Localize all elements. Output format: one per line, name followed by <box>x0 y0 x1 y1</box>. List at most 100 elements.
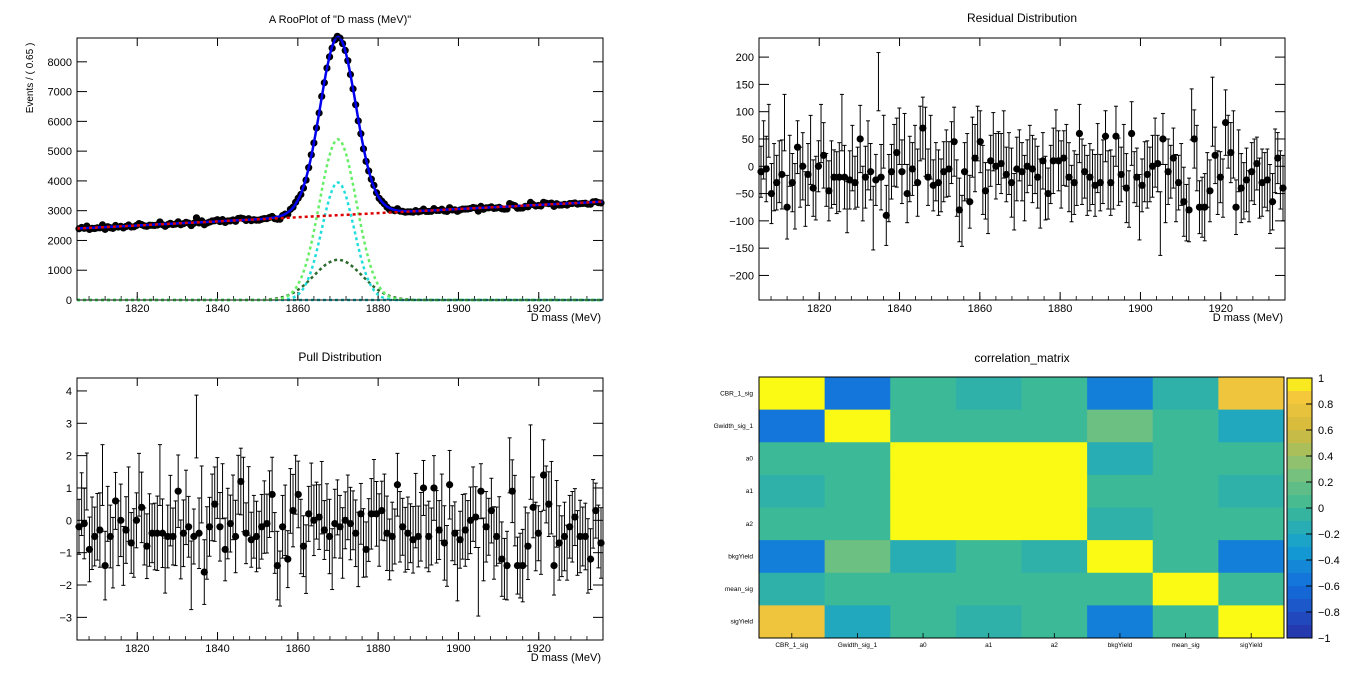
colorbar-tick-label: 0.8 <box>1318 399 1333 411</box>
corr-cell <box>890 409 957 443</box>
residual-point <box>1221 119 1230 127</box>
pull-point <box>185 523 193 531</box>
residual-frame <box>758 37 1286 301</box>
residual-point <box>1086 173 1094 181</box>
residual-point <box>903 189 911 198</box>
pull-point <box>299 542 308 550</box>
corr-cell <box>955 474 1022 508</box>
pull-point <box>419 484 428 492</box>
residual-point <box>825 187 833 195</box>
residual-point <box>1195 203 1204 211</box>
residual-point <box>851 179 859 187</box>
pull-ytick-label: −1 <box>59 548 72 560</box>
corr-cell <box>824 572 891 606</box>
fit-frame <box>76 37 604 301</box>
pull-point <box>492 532 501 541</box>
residual-point <box>971 154 979 162</box>
pull-point <box>85 545 94 554</box>
fit-ytick-label: 6000 <box>48 116 72 128</box>
colorbar-segment <box>1287 482 1312 496</box>
pull-point <box>138 503 146 511</box>
pull-point <box>425 532 433 541</box>
pull-point <box>294 490 302 499</box>
residual-point <box>1133 173 1141 181</box>
corr-cell <box>759 540 826 574</box>
pull-point <box>310 516 318 524</box>
pull-point <box>174 487 182 495</box>
residual-point <box>799 162 807 170</box>
pull-point <box>221 545 229 554</box>
residual-point <box>1253 159 1261 168</box>
colorbar-tick-label: −0.2 <box>1318 529 1340 541</box>
colorbar-tick-label: −0.4 <box>1318 555 1340 567</box>
corr-ylabel: sigYield <box>730 619 753 626</box>
corr-cell <box>1087 377 1154 411</box>
residual-point <box>1143 170 1151 179</box>
pull-xtick-label: 1840 <box>205 643 229 655</box>
pull-point <box>91 532 99 541</box>
pull-point <box>378 507 386 515</box>
pull-point <box>534 529 542 537</box>
residual-point <box>898 168 906 176</box>
pull-title: Pull Distribution <box>298 350 381 364</box>
corr-cell <box>1152 540 1219 574</box>
residual-xtick-label: 1920 <box>1209 303 1233 315</box>
residual-point <box>1075 129 1084 138</box>
pull-point <box>226 519 234 528</box>
pull-point <box>539 471 548 479</box>
pull-point <box>383 529 391 537</box>
fit-ytick-label: 5000 <box>48 146 72 158</box>
corr-cell <box>890 605 957 639</box>
residual-point <box>1248 168 1256 176</box>
pull-point <box>451 529 459 537</box>
pull-point <box>346 519 355 528</box>
residual-ytick-label: −200 <box>729 270 754 282</box>
residual-xtick-label: 1900 <box>1128 303 1152 315</box>
colorbar-segment <box>1287 469 1312 483</box>
residual-xtick-label: 1820 <box>807 303 831 315</box>
residual-point <box>1201 203 1209 211</box>
corr-cell <box>1152 442 1219 476</box>
residual-point <box>1138 181 1146 189</box>
pull-point <box>508 487 516 495</box>
residual-point <box>945 165 953 173</box>
colorbar-tick-label: 0.2 <box>1318 477 1333 489</box>
pull-point <box>132 516 141 524</box>
corr-cell <box>1218 442 1285 476</box>
residual-point <box>1070 179 1078 187</box>
colorbar-segment <box>1287 547 1312 561</box>
pull-point <box>164 532 172 541</box>
residual-point <box>919 124 927 132</box>
residual-point <box>1117 170 1125 179</box>
residual-ytick-label: 100 <box>736 107 754 119</box>
pull-point <box>388 532 396 541</box>
corr-ylabel: a1 <box>746 488 754 495</box>
residual-point <box>773 179 781 187</box>
residual-point <box>804 170 812 179</box>
corr-cell <box>1218 474 1285 508</box>
colorbar-segment <box>1287 612 1312 626</box>
pull-point <box>571 513 579 521</box>
residual-point <box>887 168 896 176</box>
residual-point <box>788 179 796 187</box>
corr-cell <box>1218 507 1285 541</box>
corr-cell <box>1021 540 1088 574</box>
correlation-panel: correlation_matrix CBR_1_sig CBR_1_sig Gwi… <box>714 351 1340 649</box>
pull-point <box>519 562 527 570</box>
residual-point <box>861 173 870 181</box>
pull-point <box>409 536 417 544</box>
fit-xlabel: D mass (MeV) <box>531 312 601 324</box>
residual-point <box>987 157 995 165</box>
corr-cell <box>1021 572 1088 606</box>
corr-cell <box>1087 540 1154 574</box>
corr-cell <box>955 409 1022 443</box>
residual-xtick-label: 1840 <box>887 303 911 315</box>
pull-point <box>148 529 156 537</box>
residual-point <box>1096 179 1104 187</box>
colorbar-segment <box>1287 456 1312 470</box>
pull-point <box>435 526 443 534</box>
fit-xtick-label: 1820 <box>125 303 149 315</box>
pull-point <box>315 513 323 521</box>
pull-ytick-label: 4 <box>66 386 72 398</box>
pull-point <box>466 516 475 524</box>
